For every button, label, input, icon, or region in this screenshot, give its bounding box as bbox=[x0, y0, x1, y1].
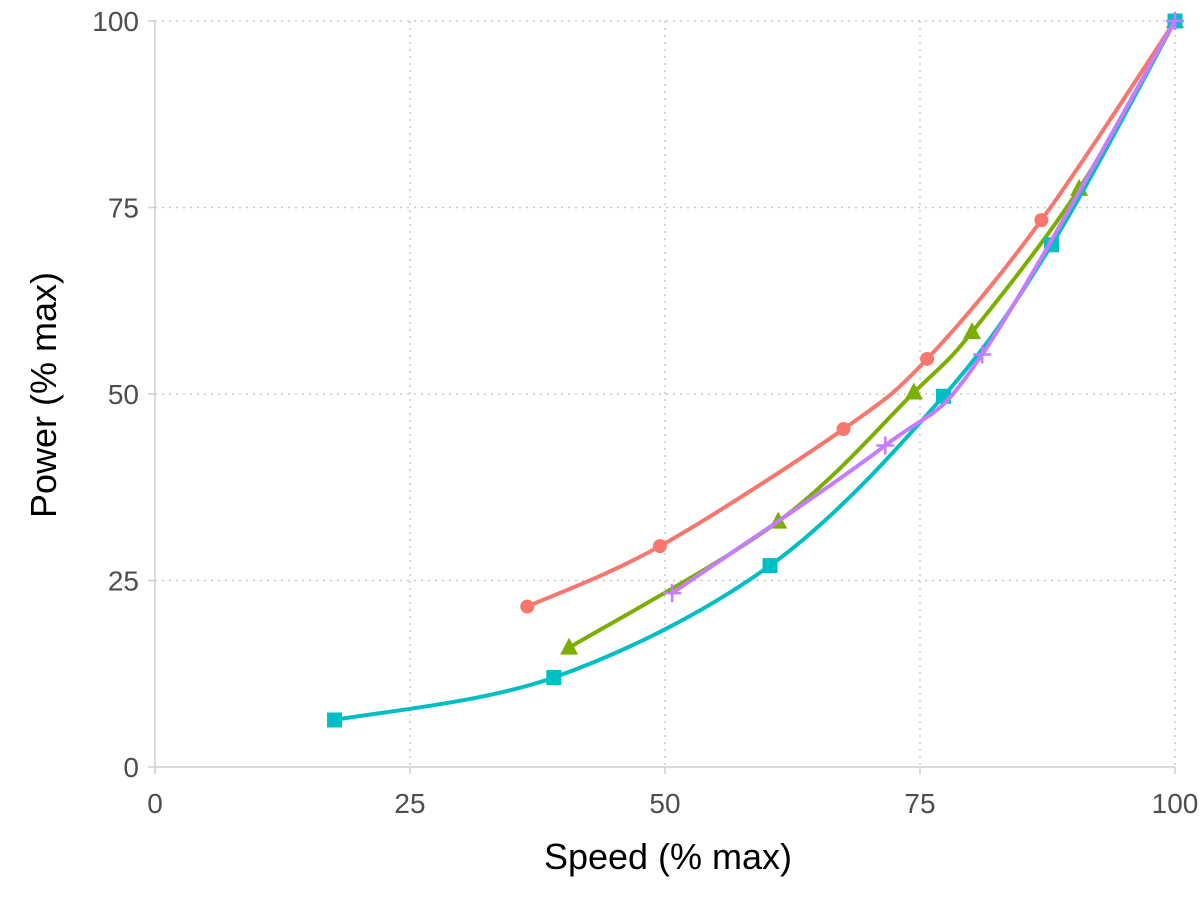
series-3-point bbox=[546, 669, 562, 685]
series-4 bbox=[663, 12, 1184, 603]
series-4-point bbox=[876, 436, 895, 455]
series-3-point bbox=[762, 558, 778, 574]
data-series bbox=[327, 11, 1184, 728]
series-2 bbox=[560, 11, 1184, 655]
x-tick-label: 50 bbox=[649, 788, 680, 819]
series-3-line bbox=[332, 19, 1177, 723]
grid-lines bbox=[155, 20, 1176, 767]
series-3 bbox=[327, 13, 1183, 728]
series-2-point bbox=[904, 382, 923, 400]
series-4-line bbox=[670, 19, 1177, 596]
y-tick-label: 50 bbox=[108, 379, 139, 410]
series-4-point bbox=[1166, 12, 1184, 30]
axes: 0 25 50 75 100 0 25 50 75 100 bbox=[92, 6, 1198, 819]
series-1-point bbox=[1034, 213, 1049, 228]
series-1-point bbox=[920, 351, 935, 366]
x-tick-label: 75 bbox=[904, 788, 935, 819]
x-tick-label: 25 bbox=[394, 788, 425, 819]
y-axis-title: Power (% max) bbox=[23, 272, 64, 518]
series-1 bbox=[520, 14, 1182, 614]
series-3-point bbox=[327, 712, 343, 728]
y-tick-label: 0 bbox=[123, 752, 139, 783]
x-tick-label: 0 bbox=[147, 788, 163, 819]
series-1-point bbox=[520, 599, 535, 614]
series-2-point bbox=[963, 322, 982, 340]
y-tick-label: 75 bbox=[108, 193, 139, 224]
x-axis-title: Speed (% max) bbox=[544, 836, 792, 877]
series-4-point bbox=[663, 584, 682, 603]
y-tick-label: 100 bbox=[92, 6, 139, 37]
series-4-point bbox=[973, 345, 992, 364]
series-1-point bbox=[652, 539, 667, 554]
series-2-line bbox=[567, 19, 1177, 650]
series-1-point bbox=[836, 422, 851, 437]
y-tick-label: 25 bbox=[108, 566, 139, 597]
series-1-line bbox=[525, 19, 1177, 609]
x-tick-label: 100 bbox=[1152, 788, 1199, 819]
series-2-point bbox=[560, 637, 579, 655]
